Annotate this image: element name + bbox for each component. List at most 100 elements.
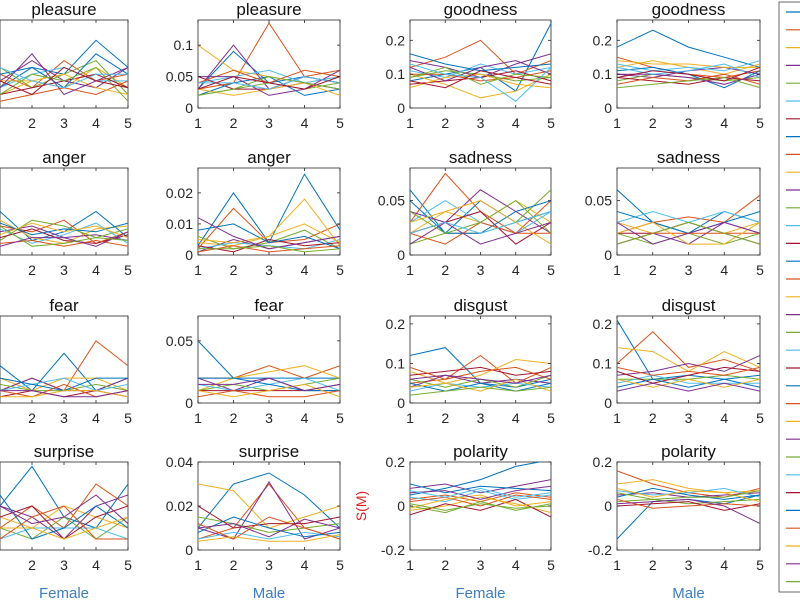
x-tick-label: 3 <box>60 115 68 131</box>
x-tick-label: 1 <box>406 262 414 278</box>
x-tick-label: 2 <box>230 262 238 278</box>
series-line-10 <box>0 222 128 239</box>
series-line-12 <box>0 225 128 247</box>
series-lines <box>198 472 340 542</box>
series-line-9 <box>198 245 340 253</box>
x-tick-label: 3 <box>685 115 693 131</box>
x-tick-label: 5 <box>336 115 344 131</box>
series-line-11 <box>198 217 340 250</box>
series-line-12 <box>617 76 760 89</box>
series-line-10 <box>410 494 551 509</box>
y-tick-label: 0.1 <box>593 66 613 82</box>
x-tick-label: 2 <box>230 410 238 426</box>
y-axis-label: S(M) <box>353 491 369 521</box>
series-lines <box>410 462 551 518</box>
x-tick-label: 2 <box>649 410 657 426</box>
series-line-2 <box>617 331 760 372</box>
series-line-9 <box>198 390 340 398</box>
series-line-14 <box>0 66 128 96</box>
x-tick-label: 2 <box>230 115 238 131</box>
series-line-8 <box>410 382 551 392</box>
series-line-7 <box>0 228 128 244</box>
y-tick-label: 0 <box>604 247 612 263</box>
x-tick-label: 2 <box>441 557 449 573</box>
x-tick-label: 1 <box>613 557 621 573</box>
x-tick-label: 1 <box>194 557 202 573</box>
x-tick-label: 3 <box>685 262 693 278</box>
series-line-9 <box>198 516 340 540</box>
subplot-title: goodness <box>652 0 726 19</box>
x-tick-label: 4 <box>301 115 309 131</box>
subplot-surprise: 2 3 4 5 surprise Female <box>0 442 132 600</box>
series-line-9 <box>0 239 128 247</box>
subplot-fear: 0 0.05 1 2 3 4 5 fear <box>166 296 344 426</box>
series-line-8 <box>198 377 340 392</box>
x-tick-label: 1 <box>194 115 202 131</box>
x-tick-label: 1 <box>406 410 414 426</box>
series-line-11 <box>198 377 340 392</box>
series-line-7 <box>617 501 760 511</box>
series-line-11 <box>0 390 128 398</box>
x-tick-label: 5 <box>756 557 764 573</box>
x-tick-label: 2 <box>441 115 449 131</box>
x-tick-label: 4 <box>512 115 520 131</box>
subplot-disgust: 0 0.1 0.2 1 2 3 4 5 disgust <box>386 296 556 426</box>
x-tick-label: 3 <box>477 115 485 131</box>
y-tick-label: 0 <box>185 542 193 558</box>
y-tick-label: 0.02 <box>166 498 193 514</box>
series-line-13 <box>410 487 551 498</box>
series-line-9 <box>410 494 551 507</box>
x-tick-label: 3 <box>60 262 68 278</box>
y-tick-label: 0 <box>185 100 193 116</box>
series-line-9 <box>410 366 551 380</box>
y-tick-label: 0.2 <box>593 454 613 470</box>
series-line-2 <box>410 354 551 384</box>
y-tick-label: 0.1 <box>593 355 613 371</box>
series-lines <box>198 173 340 253</box>
series-line-11 <box>410 60 551 82</box>
subplot-title: polarity <box>453 442 508 461</box>
series-lines <box>617 189 760 245</box>
x-axis-label: Female <box>455 585 505 600</box>
x-tick-label: 2 <box>649 557 657 573</box>
x-tick-label: 3 <box>60 410 68 426</box>
series-line-1 <box>198 472 340 529</box>
series-line-13 <box>617 63 760 78</box>
subplot-sadness: 0 0.05 1 2 3 4 5 sadness <box>585 148 764 278</box>
series-line-9 <box>617 498 760 509</box>
x-tick-label: 5 <box>336 557 344 573</box>
series-line-10 <box>0 516 128 540</box>
x-tick-label: 5 <box>336 262 344 278</box>
y-tick-label: 0 <box>397 247 405 263</box>
y-tick-label: 0 <box>604 100 612 116</box>
subplot-pleasure: 2 3 4 5 pleasure <box>0 0 132 131</box>
plot-area <box>616 315 761 404</box>
series-line-13 <box>198 76 340 90</box>
subplot-goodness: 0 0.1 0.2 1 2 3 4 5 goodness <box>386 0 556 131</box>
x-tick-label: 2 <box>649 115 657 131</box>
x-tick-label: 5 <box>756 262 764 278</box>
series-line-12 <box>410 386 551 396</box>
subplot-title: fear <box>49 296 79 315</box>
y-tick-label: 0.2 <box>593 32 613 48</box>
x-tick-label: 4 <box>92 410 100 426</box>
series-line-8 <box>617 378 760 388</box>
series-line-7 <box>410 498 551 518</box>
y-tick-label: 0.1 <box>174 37 194 53</box>
y-tick-label: 0.05 <box>585 193 612 209</box>
y-tick-label: 0.1 <box>386 355 406 371</box>
series-line-7 <box>410 366 551 376</box>
series-lines <box>0 39 128 102</box>
subplot-title: fear <box>254 296 284 315</box>
x-tick-label: 5 <box>124 115 132 131</box>
x-tick-label: 1 <box>613 115 621 131</box>
legend-box <box>778 1 800 593</box>
series-lines <box>0 210 128 247</box>
y-tick-label: 0.2 <box>386 32 406 48</box>
series-line-14 <box>198 76 340 90</box>
y-tick-label: 0 <box>185 247 193 263</box>
y-tick-label: -0.2 <box>588 542 612 558</box>
series-line-8 <box>617 487 760 500</box>
subplot-title: sadness <box>449 148 512 167</box>
